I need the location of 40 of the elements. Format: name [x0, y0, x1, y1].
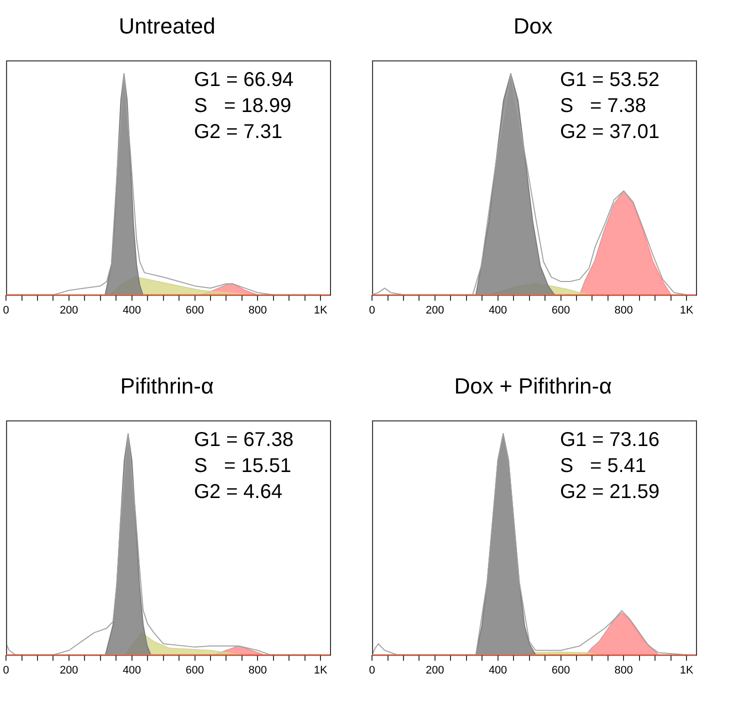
- chart-title: Untreated: [118, 13, 216, 38]
- x-tick-label: 1K: [314, 304, 328, 316]
- annotation: S = 15.51: [194, 454, 292, 477]
- annotation: G1 = 53.52: [560, 68, 660, 91]
- x-tick-label: 200: [426, 664, 444, 676]
- x-tick-label: 0: [368, 304, 376, 316]
- annotation: G2 = 4.64: [194, 480, 282, 503]
- x-tick-label: 600: [186, 664, 204, 676]
- x-tick-label: 0: [368, 664, 376, 676]
- x-tick-label: 800: [248, 304, 267, 316]
- x-tick-label: 1K: [680, 304, 694, 316]
- annotation: G1 = 67.38: [194, 428, 294, 451]
- x-tick-label: 600: [186, 304, 204, 316]
- x-tick-label: 400: [488, 664, 508, 676]
- annotation: S = 7.38: [560, 94, 646, 117]
- x-tick-label: 600: [552, 304, 570, 316]
- x-tick-label: 600: [552, 664, 570, 676]
- x-tick-label: 800: [614, 304, 633, 316]
- x-tick-label: 200: [60, 304, 78, 316]
- annotation: S = 5.41: [560, 454, 646, 477]
- chart-title: Dox: [513, 13, 553, 38]
- chart-title: Pifithrin-α: [120, 373, 214, 398]
- x-tick-label: 0: [2, 664, 10, 676]
- annotation: G2 = 21.59: [560, 480, 660, 503]
- x-tick-label: 400: [122, 664, 142, 676]
- x-tick-label: 1K: [314, 664, 328, 676]
- annotation: G1 = 66.94: [194, 68, 294, 91]
- annotation: S = 18.99: [194, 94, 292, 117]
- x-tick-label: 800: [248, 664, 267, 676]
- chart-title: Dox + Pifithrin-α: [454, 373, 612, 398]
- annotation: G2 = 37.01: [560, 120, 660, 143]
- x-tick-label: 400: [122, 304, 142, 316]
- x-tick-label: 800: [614, 664, 633, 676]
- x-tick-label: 200: [426, 304, 444, 316]
- x-tick-label: 0: [2, 304, 10, 316]
- annotation: G2 = 7.31: [194, 120, 282, 143]
- x-tick-label: 200: [60, 664, 78, 676]
- x-tick-label: 1K: [680, 664, 694, 676]
- x-tick-label: 400: [488, 304, 508, 316]
- annotation: G1 = 73.16: [560, 428, 660, 451]
